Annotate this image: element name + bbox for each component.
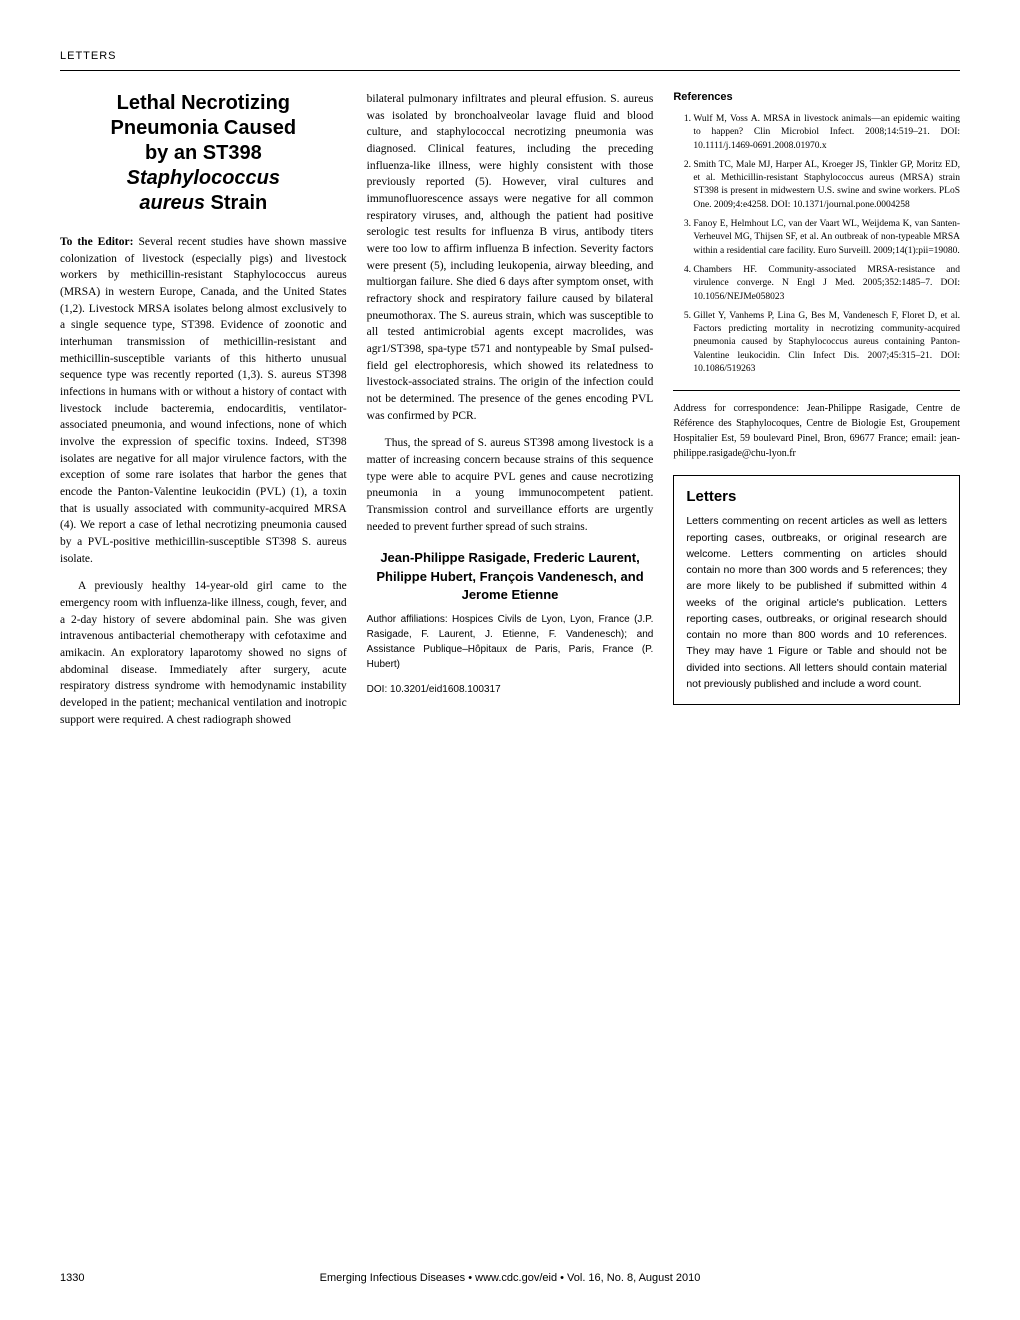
references-heading: References — [673, 91, 960, 103]
footer-page-number: 1330 — [60, 1272, 84, 1284]
paragraph-1: To the Editor: Several recent studies ha… — [60, 234, 347, 567]
page-footer: 1330 Emerging Infectious Diseases • www.… — [60, 1272, 960, 1284]
title-line-5-italic: aureus — [139, 192, 205, 214]
content-columns: Lethal Necrotizing Pneumonia Caused by a… — [60, 91, 960, 739]
letters-info-box: Letters Letters commenting on recent art… — [673, 475, 960, 705]
authors: Jean-Philippe Rasigade, Frederic Laurent… — [367, 549, 654, 604]
column-1: Lethal Necrotizing Pneumonia Caused by a… — [60, 91, 347, 739]
paragraph-3: bilateral pulmonary infiltrates and pleu… — [367, 91, 654, 424]
reference-2: Smith TC, Male MJ, Harper AL, Kroeger JS… — [693, 159, 960, 212]
column-3: References Wulf M, Voss A. MRSA in lives… — [673, 91, 960, 739]
reference-3: Fanoy E, Helmhout LC, van der Vaart WL, … — [693, 218, 960, 258]
editor-lead: To the Editor: — [60, 236, 133, 248]
reference-divider — [673, 390, 960, 391]
title-line-2: Pneumonia Caused — [111, 117, 297, 139]
column-2: bilateral pulmonary infiltrates and pleu… — [367, 91, 654, 739]
title-line-5-rest: Strain — [205, 192, 267, 214]
title-line-3: by an ST398 — [145, 142, 262, 164]
paragraph-4: Thus, the spread of S. aureus ST398 amon… — [367, 435, 654, 535]
box-title: Letters — [686, 488, 947, 505]
title-line-1: Lethal Necrotizing — [117, 92, 290, 114]
reference-4: Chambers HF. Community-associated MRSA-r… — [693, 264, 960, 304]
box-text: Letters commenting on recent articles as… — [686, 513, 947, 692]
correspondence-address: Address for correspondence: Jean-Philipp… — [673, 401, 960, 461]
reference-1: Wulf M, Voss A. MRSA in livestock animal… — [693, 113, 960, 153]
doi: DOI: 10.3201/eid1608.100317 — [367, 684, 654, 695]
header-divider — [60, 70, 960, 71]
article-title: Lethal Necrotizing Pneumonia Caused by a… — [60, 91, 347, 216]
affiliations: Author affiliations: Hospices Civils de … — [367, 612, 654, 672]
reference-5: Gillet Y, Vanhems P, Lina G, Bes M, Vand… — [693, 310, 960, 376]
title-line-4: Staphylococcus — [127, 167, 280, 189]
section-label: LETTERS — [60, 50, 960, 62]
references-list: Wulf M, Voss A. MRSA in livestock animal… — [673, 113, 960, 376]
paragraph-1-text: Several recent studies have shown massiv… — [60, 236, 347, 565]
footer-journal-info: Emerging Infectious Diseases • www.cdc.g… — [320, 1272, 701, 1284]
paragraph-2: A previously healthy 14-year-old girl ca… — [60, 578, 347, 728]
